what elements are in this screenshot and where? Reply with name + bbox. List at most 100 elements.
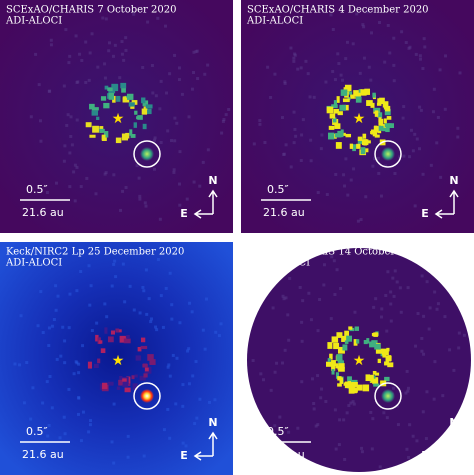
noise [143, 201, 147, 205]
noise [380, 307, 384, 311]
noise [360, 450, 364, 454]
noise [208, 400, 212, 404]
noise [192, 180, 196, 184]
star-marker: ★ [112, 353, 125, 369]
noise [191, 374, 195, 378]
speckle [143, 373, 148, 378]
noise [332, 259, 336, 263]
scale-angle: 0.5″ [26, 183, 48, 196]
noise [329, 13, 333, 17]
speckle [373, 383, 380, 387]
speckle [364, 88, 370, 95]
speckle [131, 375, 135, 380]
noise [378, 465, 382, 469]
noise [269, 95, 273, 99]
noise [341, 78, 345, 82]
noise [275, 361, 279, 365]
noise [47, 326, 51, 330]
speckle [378, 125, 384, 131]
scale-distance: 21.6 au [263, 206, 305, 219]
noise [103, 76, 107, 80]
panel-title: Keck/NIRC2 Lp 25 December 2020 [6, 247, 184, 258]
noise [289, 46, 293, 50]
noise [420, 274, 424, 278]
noise [104, 17, 108, 21]
speckle [373, 332, 378, 337]
speckle [102, 382, 108, 389]
noise [61, 325, 65, 329]
speckle [356, 384, 363, 391]
noise [205, 297, 209, 301]
noise [457, 331, 461, 335]
noise [284, 296, 288, 300]
noise [77, 371, 81, 375]
speckle [331, 360, 336, 367]
star-marker: ★ [353, 353, 366, 369]
speckle [97, 358, 101, 364]
speckle [327, 358, 331, 362]
noise [283, 81, 287, 85]
noise [31, 386, 35, 390]
noise [393, 172, 397, 176]
speckle [355, 96, 362, 103]
speckle [147, 354, 154, 361]
speckle [378, 118, 384, 126]
noise [421, 67, 425, 71]
noise [284, 143, 288, 147]
speckle [338, 363, 345, 369]
noise [359, 218, 363, 222]
noise [175, 121, 179, 125]
speckle [119, 375, 123, 381]
noise [192, 71, 196, 75]
speckle [374, 372, 380, 376]
noise [54, 308, 58, 312]
speckle [352, 387, 357, 394]
noise [371, 417, 375, 421]
noise [292, 110, 296, 114]
speckle [375, 348, 383, 354]
noise [300, 133, 304, 137]
noise [150, 317, 154, 321]
panel-title: SCExAO/CHARIS 14 October 2021 [247, 247, 424, 258]
noise [318, 298, 322, 302]
noise [263, 140, 267, 144]
noise [138, 197, 142, 201]
noise [343, 457, 347, 461]
noise [355, 12, 359, 16]
noise [334, 172, 338, 176]
noise [339, 73, 343, 77]
panel-title: SCExAO/CHARIS 7 October 2020 [6, 5, 176, 16]
compass-north: N [449, 416, 458, 429]
speckle [341, 335, 347, 342]
speckle [372, 130, 378, 137]
speckle [125, 132, 130, 139]
speckle [353, 339, 358, 346]
noise [269, 388, 273, 392]
noise [73, 199, 77, 203]
noise [258, 118, 262, 122]
noise [19, 314, 23, 318]
noise [126, 455, 130, 459]
noise [190, 87, 194, 91]
noise [203, 347, 207, 351]
noise [221, 119, 225, 123]
speckle [140, 337, 146, 343]
noise [402, 154, 406, 158]
noise [443, 107, 447, 111]
speckle [100, 348, 106, 354]
noise [89, 284, 93, 288]
noise [154, 325, 158, 329]
noise [338, 418, 342, 422]
noise [333, 78, 337, 82]
noise [398, 286, 402, 290]
speckle [141, 108, 148, 115]
noise [428, 306, 432, 310]
speckle [368, 374, 374, 382]
noise [88, 51, 92, 55]
noise [87, 264, 91, 268]
noise [166, 365, 170, 369]
noise [408, 155, 412, 159]
noise [55, 357, 59, 361]
noise [49, 38, 53, 42]
speckle [341, 132, 346, 136]
